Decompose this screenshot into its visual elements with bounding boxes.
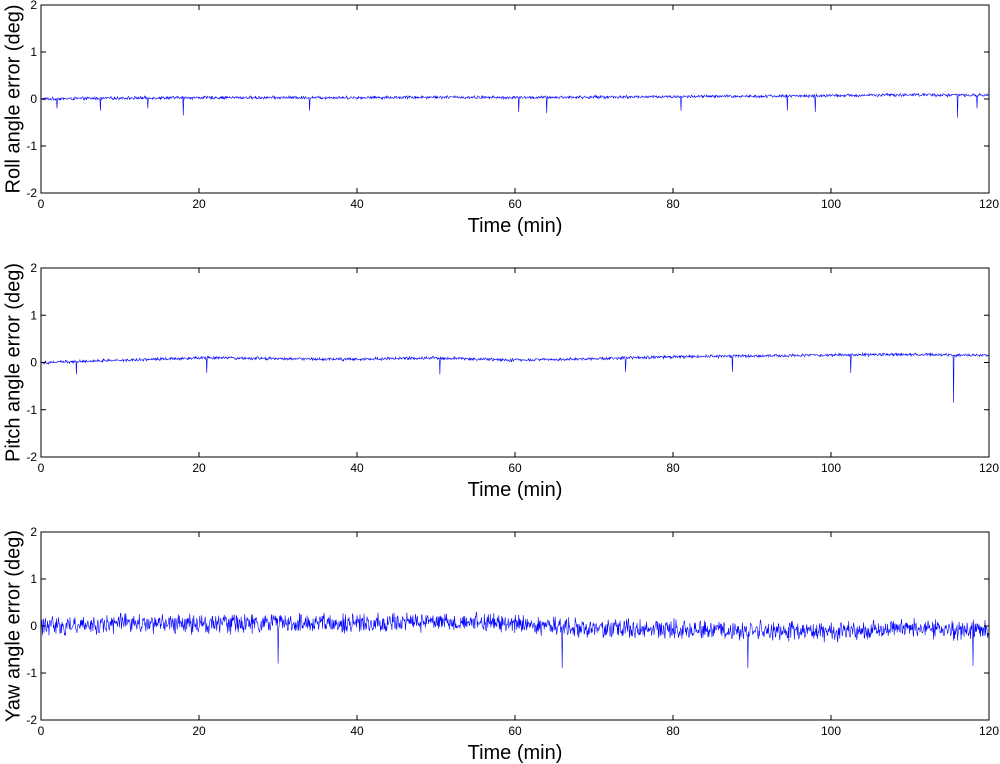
pitch-x-tick-label: 0 — [38, 461, 45, 475]
yaw-x-tick-label: 100 — [821, 724, 841, 738]
roll-x-tick-label: 40 — [350, 197, 364, 211]
roll-x-tick-label: 120 — [979, 197, 999, 211]
roll-x-tick-label: 60 — [508, 197, 522, 211]
pitch-x-tick-label: 20 — [192, 461, 206, 475]
yaw-y-tick-label: 1 — [30, 572, 37, 586]
roll-y-axis-title: Roll angle error (deg) — [2, 5, 24, 194]
roll-x-tick-label: 100 — [821, 197, 841, 211]
yaw-x-tick-label: 0 — [38, 724, 45, 738]
yaw-y-tick-label: 0 — [30, 619, 37, 633]
pitch-y-tick-label: 2 — [30, 261, 37, 275]
pitch-series-line — [40, 351, 990, 403]
yaw-y-axis-title: Yaw angle error (deg) — [2, 530, 24, 722]
roll-y-tick-label: -2 — [26, 186, 37, 200]
pitch-x-tick-label: 60 — [508, 461, 522, 475]
roll-series-line — [40, 92, 990, 118]
yaw-y-tick-label: -2 — [26, 713, 37, 727]
pitch-y-tick-label: -1 — [26, 403, 37, 417]
roll-axes-box — [40, 4, 990, 194]
roll-chart: 0 20 40 60 80 100 120 -2 -1 0 1 2 Time (min) Roll ang… — [2, 0, 999, 237]
roll-x-axis-title: Time (min) — [468, 215, 563, 237]
pitch-y-tick-label: 0 — [30, 356, 37, 370]
roll-x-tick-label: 80 — [666, 197, 680, 211]
yaw-chart: 0 20 40 60 80 100 120 -2 -1 0 1 2 Time (min) Yaw angl… — [2, 525, 999, 764]
pitch-chart: 0 20 40 60 80 100 120 -2 -1 0 1 2 Time (min) Pitch an… — [2, 261, 999, 501]
yaw-x-tick-label: 20 — [192, 724, 206, 738]
roll-x-tick-label: 0 — [38, 197, 45, 211]
pitch-x-tick-label: 120 — [979, 461, 999, 475]
yaw-x-axis-title: Time (min) — [468, 742, 563, 764]
yaw-x-tick-label: 80 — [666, 724, 680, 738]
yaw-y-tick-label: 2 — [30, 525, 37, 539]
pitch-y-tick-label: -2 — [26, 450, 37, 464]
yaw-y-tick-label: -1 — [26, 666, 37, 680]
roll-y-tick-label: 2 — [30, 0, 37, 12]
yaw-x-tick-label: 60 — [508, 724, 522, 738]
yaw-x-tick-label: 120 — [979, 724, 999, 738]
pitch-x-tick-label: 100 — [821, 461, 841, 475]
yaw-x-tick-label: 40 — [350, 724, 364, 738]
pitch-y-tick-label: 1 — [30, 308, 37, 322]
yaw-series-line — [40, 611, 990, 669]
pitch-axes-box — [40, 267, 990, 458]
pitch-x-axis-title: Time (min) — [468, 479, 563, 501]
pitch-x-tick-label: 80 — [666, 461, 680, 475]
roll-y-tick-label: 0 — [30, 92, 37, 106]
roll-y-tick-label: 1 — [30, 45, 37, 59]
pitch-x-tick-label: 40 — [350, 461, 364, 475]
pitch-y-axis-title: Pitch angle error (deg) — [2, 263, 24, 462]
roll-x-tick-label: 20 — [192, 197, 206, 211]
roll-y-tick-label: -1 — [26, 139, 37, 153]
